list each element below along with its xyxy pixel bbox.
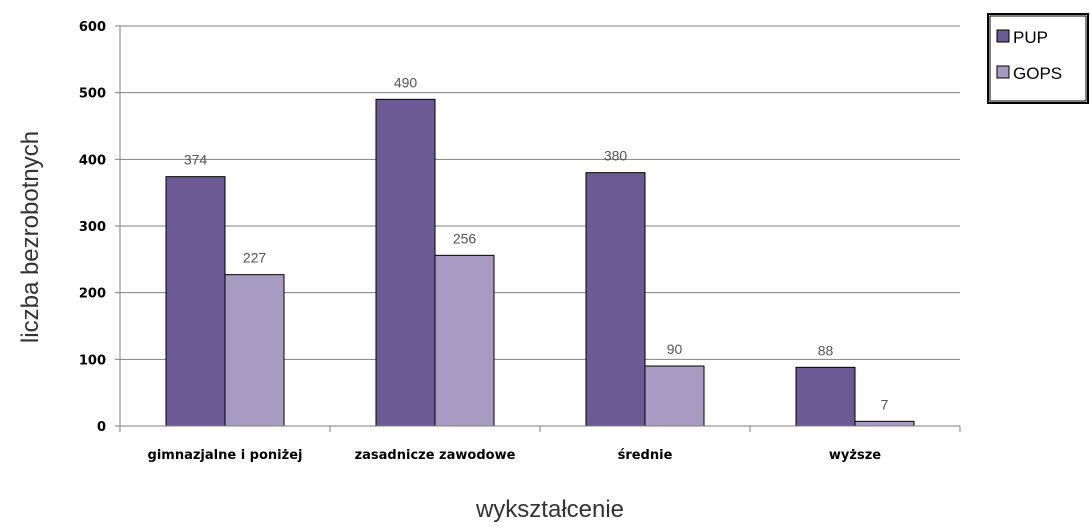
y-tick-label: 300: [79, 220, 106, 235]
data-label: 227: [243, 250, 267, 266]
legend-box: [987, 13, 1089, 104]
legend-swatch-gops: [996, 65, 1010, 79]
x-tick-label: zasadnicze zawodowe: [355, 448, 516, 463]
y-axis-ticks: 0 100 200 300 400 500 600: [79, 20, 120, 435]
x-tick-label: gimnazjalne i poniżej: [148, 448, 303, 463]
y-tick-label: 600: [79, 20, 106, 35]
data-label: 256: [453, 230, 477, 246]
x-axis-ticks: gimnazjalne i poniżej zasadnicze zawodowe…: [119, 426, 961, 463]
legend-label-pup: PUP: [1013, 28, 1048, 47]
data-label: 90: [667, 341, 683, 357]
bar-pup-3: [795, 366, 856, 427]
data-label: 7: [881, 396, 889, 412]
bar-gops-1: [434, 254, 495, 427]
y-tick-label: 100: [79, 353, 106, 368]
bar-gops-3: [854, 420, 915, 427]
data-label: 380: [604, 148, 628, 164]
bar-gops-2: [644, 365, 705, 427]
data-label: 490: [394, 74, 418, 90]
bar-pup-2: [585, 172, 646, 427]
y-tick-label: 200: [79, 287, 106, 302]
y-tick-label: 0: [97, 420, 106, 435]
y-axis-title: liczba bezrobotnych: [17, 131, 44, 343]
legend-border-inner: [989, 15, 1087, 102]
x-tick-label: średnie: [618, 448, 673, 463]
y-tick-label: 500: [79, 87, 106, 102]
legend-swatch-pup: [996, 29, 1010, 43]
bar-pup-0: [165, 176, 226, 427]
legend-label-gops: GOPS: [1013, 64, 1062, 83]
x-axis-title: wykształcenie: [475, 496, 624, 523]
x-tick-label: wyższe: [829, 448, 881, 463]
data-label: 374: [184, 152, 208, 168]
bars: [165, 98, 915, 427]
bar-pup-1: [375, 98, 436, 427]
data-labels: 374 227 490 256 380 90 88 7: [184, 74, 889, 412]
bar-gops-0: [224, 274, 285, 427]
data-label: 88: [818, 342, 834, 358]
legend: PUP GOPS: [987, 13, 1089, 104]
y-tick-label: 400: [79, 153, 106, 168]
